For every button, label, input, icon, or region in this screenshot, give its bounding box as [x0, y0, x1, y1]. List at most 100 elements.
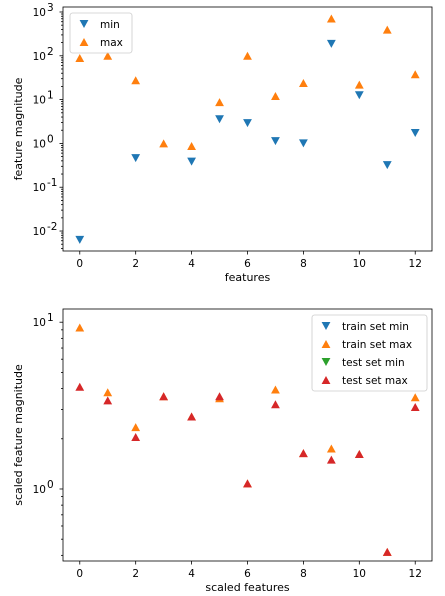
data-point-train-set-max — [410, 393, 420, 402]
top-chart: 10 -210 -110 010 110 210 30 2 4 6 8 10 12featuresfea… — [12, 2, 433, 284]
legend: min max — [69, 12, 133, 54]
data-point-train-set-max — [75, 323, 85, 332]
y-tick-exponent: -2 — [47, 221, 57, 233]
y-tick-base: 10 — [33, 7, 46, 19]
data-point-test-set-max — [382, 547, 392, 556]
y-tick-base: 10 — [33, 182, 46, 194]
data-point-min — [299, 139, 308, 148]
plot-frame — [62, 308, 433, 562]
data-point-test-set-max — [187, 412, 196, 421]
data-point-max — [215, 98, 224, 107]
data-point-min — [326, 39, 336, 48]
y-tick-exponent: 0 — [47, 479, 54, 491]
data-point-min — [75, 235, 85, 244]
x-tick-label: 2 — [132, 258, 139, 270]
y-tick-base: 10 — [33, 51, 46, 63]
data-point-max — [131, 76, 141, 85]
data-point-min — [131, 154, 141, 163]
y-tick-exponent: -1 — [47, 177, 57, 189]
data-point-max — [243, 51, 252, 60]
data-point-test-set-max — [243, 479, 252, 488]
y-tick-label: 10 — [33, 226, 46, 238]
data-point-test-set-max — [75, 382, 85, 391]
data-point-train-set-max — [103, 388, 113, 397]
data-point-train-set-max — [326, 444, 336, 453]
legend-entry: test set min — [342, 357, 405, 369]
legend-entry: min — [100, 19, 120, 31]
x-tick-label: 4 — [188, 258, 195, 270]
y-tick-exponent: 0 — [47, 133, 54, 145]
y-tick-exponent: 2 — [47, 46, 54, 58]
data-point-train-set-max — [271, 385, 280, 394]
x-tick-label: 10 — [353, 258, 366, 270]
data-point-min — [215, 115, 224, 124]
data-point-test-set-max — [159, 392, 169, 401]
legend-marker — [321, 376, 331, 384]
x-tick-label: 6 — [244, 568, 251, 580]
data-point-min — [187, 157, 196, 166]
y-tick-base: 10 — [33, 95, 46, 107]
data-point-max — [271, 91, 280, 100]
data-point-max — [159, 139, 169, 148]
y-tick-exponent: 1 — [47, 90, 54, 102]
x-tick-label: 8 — [300, 258, 307, 270]
data-point-max — [354, 80, 364, 89]
y-tick-base: 10 — [33, 138, 46, 150]
data-point-max — [299, 78, 308, 87]
data-point-min — [410, 128, 420, 137]
x-axis-label: features — [225, 271, 271, 284]
x-tick-label: 12 — [409, 568, 422, 580]
y-tick-base: 10 — [33, 226, 46, 238]
y-tick-label: 10 — [33, 484, 46, 496]
data-point-min — [243, 119, 252, 128]
x-tick-label: 0 — [76, 258, 83, 270]
legend-marker — [321, 322, 331, 330]
data-point-max — [326, 14, 336, 23]
data-point-test-set-max — [410, 403, 420, 412]
x-tick-label: 0 — [76, 568, 83, 580]
data-point-test-set-max — [103, 396, 113, 405]
y-tick-exponent: 3 — [47, 2, 54, 14]
data-point-min — [271, 137, 280, 146]
legend-marker — [321, 340, 331, 348]
legend-marker — [321, 358, 331, 366]
legend-entry: max — [100, 37, 123, 49]
y-tick-base: 10 — [33, 484, 46, 496]
data-point-test-set-max — [131, 432, 141, 441]
data-point-test-set-max — [215, 392, 224, 401]
legend-box — [311, 314, 428, 392]
data-point-test-set-max — [326, 455, 336, 464]
data-point-max — [75, 54, 85, 63]
y-tick-label: 10 — [33, 95, 46, 107]
data-point-min — [354, 91, 364, 100]
x-tick-label: 10 — [353, 568, 366, 580]
data-point-train-set-max — [131, 423, 141, 432]
plot-frame — [62, 6, 433, 252]
y-tick-label: 10 — [33, 51, 46, 63]
x-tick-label: 12 — [409, 258, 422, 270]
x-tick-label: 8 — [300, 568, 307, 580]
y-tick-exponent: 1 — [47, 312, 54, 324]
x-tick-label: 2 — [132, 568, 139, 580]
data-point-test-set-max — [299, 449, 308, 458]
x-tick-label: 4 — [188, 568, 195, 580]
legend-entry: test set max — [342, 375, 408, 387]
legend: train set min train set max test set min te… — [311, 314, 428, 392]
data-point-max — [103, 51, 113, 60]
y-tick-label: 10 — [33, 317, 46, 329]
data-point-max — [410, 70, 420, 79]
legend-entry: train set max — [342, 339, 412, 351]
y-tick-base: 10 — [33, 317, 46, 329]
y-axis-label: feature magnitude — [12, 77, 25, 180]
legend-marker — [79, 38, 89, 46]
legend-entry: train set min — [342, 321, 409, 333]
y-axis-label: scaled feature magnitude — [12, 364, 25, 506]
data-point-test-set-max — [271, 400, 280, 409]
x-tick-label: 6 — [244, 258, 251, 270]
data-point-max — [382, 25, 392, 34]
y-tick-label: 10 — [33, 7, 46, 19]
data-point-max — [187, 142, 196, 151]
legend-marker — [79, 20, 89, 28]
